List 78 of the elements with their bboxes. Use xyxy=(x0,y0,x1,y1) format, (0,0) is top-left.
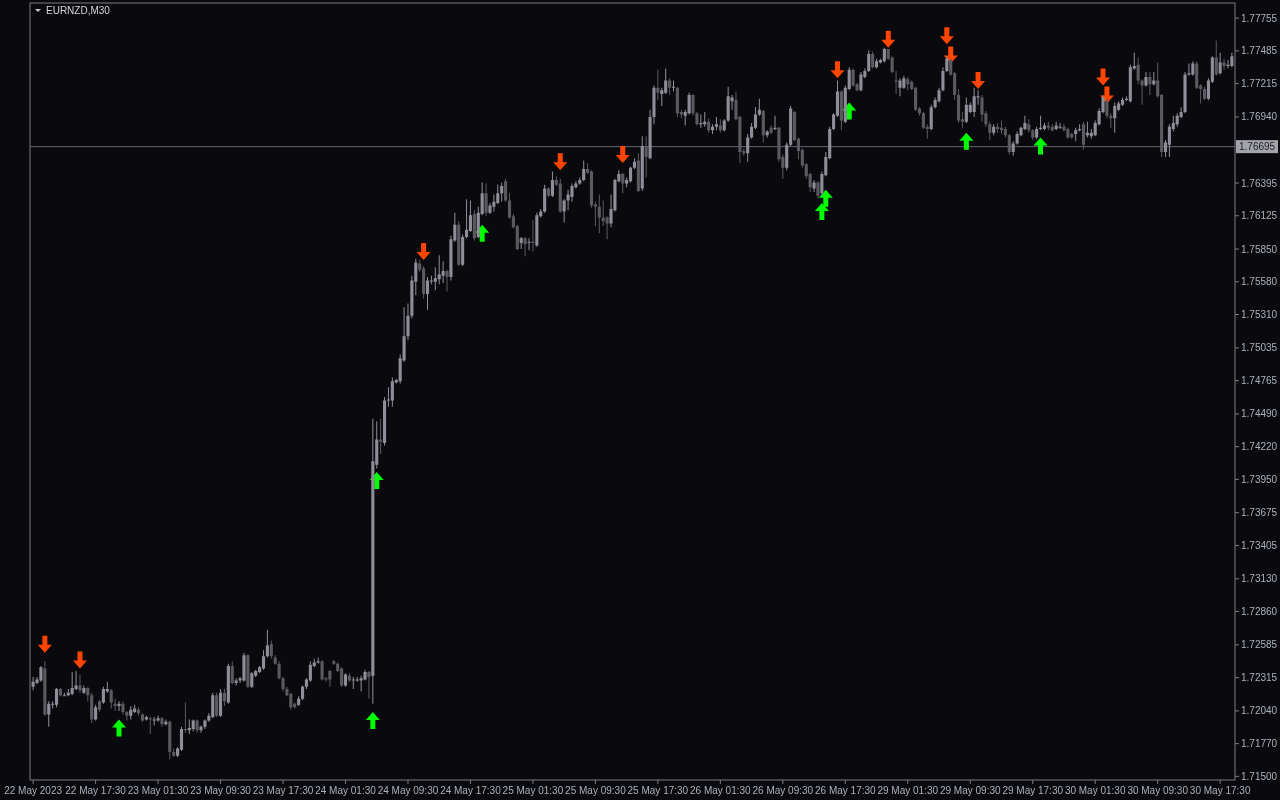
candlestick xyxy=(445,269,449,292)
candlestick xyxy=(117,701,121,711)
x-tick-label: 26 May 09:30 xyxy=(752,785,814,796)
candlestick xyxy=(242,652,246,682)
point xyxy=(112,719,127,737)
point xyxy=(553,153,568,171)
y-tick-label: 1.75580 xyxy=(1241,276,1278,288)
y-tick-label: 1.74220 xyxy=(1241,441,1278,453)
candlestick xyxy=(1144,72,1148,87)
point xyxy=(615,146,630,164)
candlestick xyxy=(714,116,719,131)
y-tick-label: 1.72860 xyxy=(1241,606,1278,618)
x-tick-label: 25 May 01:30 xyxy=(502,785,564,796)
point xyxy=(939,27,954,45)
x-tick-label: 24 May 09:30 xyxy=(377,785,439,796)
y-tick-label: 1.77485 xyxy=(1241,45,1278,57)
x-tick-label: 22 May 2023 xyxy=(4,785,63,796)
y-tick-label: 1.77755 xyxy=(1241,12,1278,24)
candlestick xyxy=(332,660,336,665)
candlestick xyxy=(527,238,531,251)
chart-title: EURNZD,M30 xyxy=(46,5,111,16)
candlestick xyxy=(816,181,820,199)
point xyxy=(365,712,380,730)
point xyxy=(971,72,986,90)
x-tick-label: 29 May 01:30 xyxy=(877,785,939,796)
x-tick-label: 26 May 01:30 xyxy=(690,785,752,796)
x-tick-label: 23 May 09:30 xyxy=(190,785,252,796)
candlestick xyxy=(160,716,164,727)
y-tick-label: 1.73130 xyxy=(1241,573,1278,585)
y-tick-label: 1.72315 xyxy=(1241,672,1278,684)
y-tick-label: 1.76395 xyxy=(1241,177,1278,189)
candlestick xyxy=(78,674,82,693)
y-tick-label: 1.72040 xyxy=(1241,705,1278,717)
x-tick-label: 30 May 17:30 xyxy=(1189,785,1251,796)
point xyxy=(1096,68,1111,86)
x-tick-label: 24 May 01:30 xyxy=(315,785,377,796)
candlestick xyxy=(351,676,355,690)
point xyxy=(814,202,829,220)
y-tick-label: 1.75310 xyxy=(1241,309,1278,321)
candlestick xyxy=(183,702,187,733)
x-tick-label: 29 May 17:30 xyxy=(1002,785,1064,796)
candlestick xyxy=(773,115,777,131)
point xyxy=(818,189,833,207)
x-tick-label: 29 May 09:30 xyxy=(939,785,1001,796)
x-tick-label: 25 May 09:30 xyxy=(565,785,627,796)
y-tick-label: 1.76940 xyxy=(1241,111,1278,123)
x-tick-label: 22 May 17:30 xyxy=(65,785,127,796)
y-tick-label: 1.71770 xyxy=(1241,738,1278,750)
point xyxy=(881,30,896,48)
point xyxy=(1033,137,1048,155)
point xyxy=(416,242,431,260)
x-tick-label: 30 May 09:30 xyxy=(1127,785,1189,796)
x-tick-label: 24 May 17:30 xyxy=(440,785,502,796)
y-tick-label: 1.77215 xyxy=(1241,78,1278,90)
x-tick-label: 23 May 17:30 xyxy=(252,785,314,796)
x-tick-label: 26 May 17:30 xyxy=(815,785,877,796)
point xyxy=(37,635,52,653)
y-tick-label: 1.72585 xyxy=(1241,639,1278,651)
y-tick-label: 1.73405 xyxy=(1241,539,1278,551)
y-tick-label: 1.76125 xyxy=(1241,210,1278,222)
point xyxy=(959,132,974,150)
point xyxy=(72,651,87,669)
y-tick-label: 1.73675 xyxy=(1241,507,1278,519)
y-tick-label: 1.74490 xyxy=(1241,408,1278,420)
candlestick xyxy=(894,70,898,94)
y-tick-label: 1.73950 xyxy=(1241,473,1278,485)
y-tick-label: 1.71500 xyxy=(1241,770,1278,782)
candlestick xyxy=(148,716,152,734)
y-tick-label: 1.75850 xyxy=(1241,243,1278,255)
y-tick-label: 1.74765 xyxy=(1241,375,1278,387)
y-tick-label: 1.75035 xyxy=(1241,342,1278,354)
x-tick-label: 23 May 01:30 xyxy=(127,785,189,796)
x-tick-label: 30 May 01:30 xyxy=(1064,785,1126,796)
candlestick xyxy=(898,78,902,97)
candlestick xyxy=(379,418,383,454)
point xyxy=(830,61,845,79)
candlestick xyxy=(531,219,535,252)
x-tick-label: 25 May 17:30 xyxy=(627,785,689,796)
